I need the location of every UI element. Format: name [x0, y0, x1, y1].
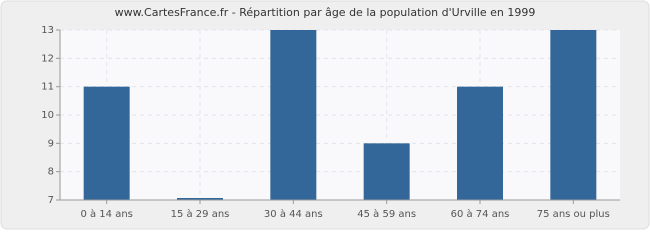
- x-tick-label: 75 ans ou plus: [537, 209, 610, 220]
- chart: www.CartesFrance.fr - Répartition par âg…: [0, 0, 650, 230]
- y-tick-label: 8: [48, 167, 54, 178]
- bar: [363, 143, 410, 200]
- bar: [83, 86, 130, 200]
- x-tick-label: 60 à 74 ans: [451, 208, 510, 220]
- x-tick-label: 0 à 14 ans: [80, 208, 132, 220]
- y-tick-label: 11: [41, 82, 54, 93]
- y-tick-label: 10: [41, 110, 54, 121]
- x-tick-label: 15 à 29 ans: [171, 208, 230, 220]
- x-tick-label: 45 à 59 ans: [357, 208, 416, 220]
- y-tick-label: 9: [48, 138, 54, 149]
- y-tick-label: 7: [48, 195, 54, 206]
- plot-layer: 7 8 9 10 11 12 13 0 à 14 ans 15 à 29 ans 30 à 44 …: [41, 25, 620, 220]
- bar: [177, 198, 223, 200]
- chart-title: www.CartesFrance.fr - Répartition par âg…: [115, 6, 536, 19]
- y-tick-label: 13: [41, 25, 54, 36]
- x-tick-label: 30 à 44 ans: [264, 208, 323, 220]
- bar: [270, 30, 317, 200]
- bar: [550, 30, 597, 200]
- bar: [457, 86, 503, 200]
- y-tick-label: 12: [41, 53, 54, 64]
